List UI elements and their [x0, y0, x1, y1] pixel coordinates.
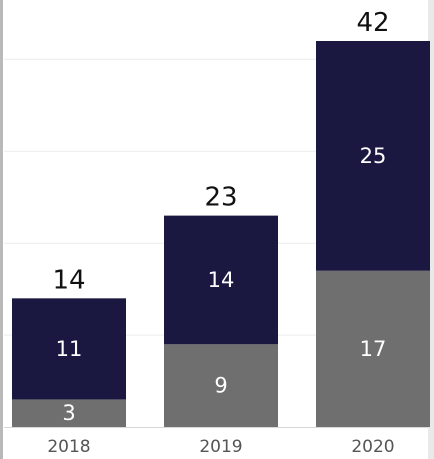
x-tick-2018: 2018 [47, 437, 90, 457]
bar-2020-segment-2 [316, 41, 430, 271]
bar-2018-segment-1 [12, 399, 126, 427]
bars [12, 41, 430, 427]
right-frame-border [428, 0, 434, 459]
left-frame-border [0, 0, 3, 459]
x-tick-2020: 2020 [351, 437, 394, 457]
total-label-2018: 14 [52, 265, 85, 295]
total-label-2019: 23 [204, 183, 237, 213]
bar-2018-segment-2 [12, 298, 126, 400]
segment-label-2018-2: 11 [56, 337, 83, 361]
data-labels: 3 11 14 9 14 23 17 25 42 [52, 8, 389, 425]
segment-label-2019-1: 9 [214, 374, 227, 398]
bar-2019-segment-2 [164, 215, 278, 345]
x-tick-2019: 2019 [199, 437, 242, 457]
segment-label-2018-1: 3 [62, 401, 75, 425]
bar-2020-segment-1 [316, 270, 430, 427]
segment-label-2020-2: 25 [360, 144, 387, 168]
segment-label-2019-2: 14 [208, 268, 235, 292]
x-axis-tick-labels: 2018 2019 2020 [47, 437, 394, 457]
bar-2019-segment-1 [164, 344, 278, 427]
total-label-2020: 42 [356, 8, 389, 38]
segment-label-2020-1: 17 [360, 337, 387, 361]
